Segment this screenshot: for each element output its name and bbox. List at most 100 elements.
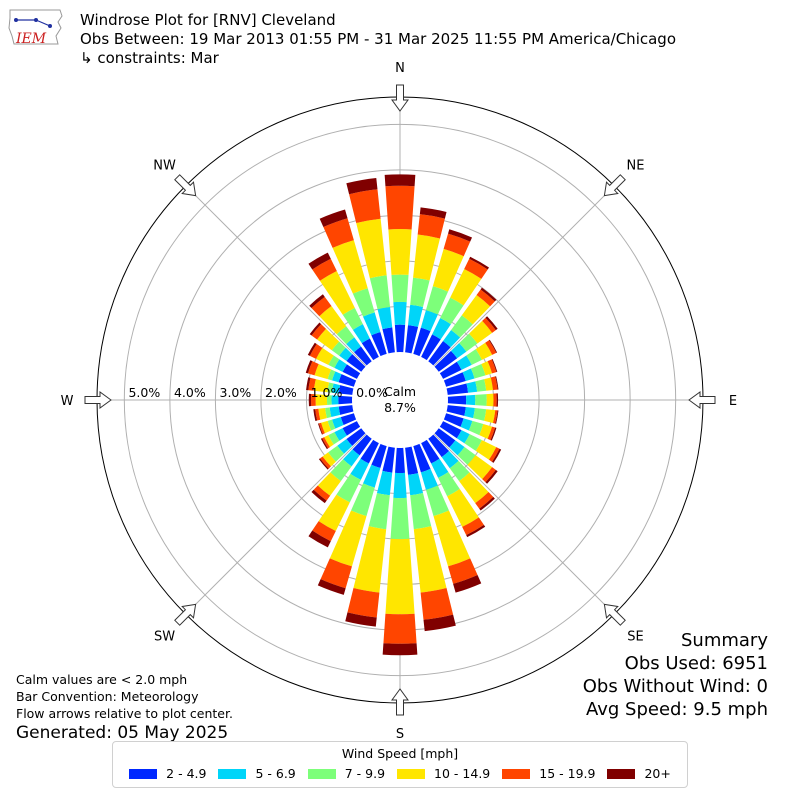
windrose-bar-segment bbox=[482, 467, 496, 483]
windrose-bar-segment bbox=[482, 317, 496, 333]
windrose-bar-segment bbox=[419, 207, 447, 219]
windrose-bar-segment bbox=[440, 297, 464, 325]
windrose-bar-segment bbox=[485, 316, 498, 331]
grid-spoke bbox=[433, 185, 615, 367]
windrose-bar-segment bbox=[311, 393, 316, 407]
windrose-bar-segment bbox=[428, 340, 451, 366]
windrose-bar-segment bbox=[318, 494, 350, 532]
calm-label: Calm bbox=[384, 384, 416, 399]
windrose-bar-segment bbox=[385, 185, 415, 230]
windrose-bar-segment bbox=[484, 377, 494, 391]
obs-without-wind: Obs Without Wind: 0 bbox=[582, 676, 768, 697]
windrose-bar-segment bbox=[318, 423, 323, 435]
windrose-bar-segment bbox=[443, 372, 466, 387]
windrose-bar-segment bbox=[490, 376, 498, 391]
legend-swatch bbox=[397, 768, 426, 779]
windrose-bar-segment bbox=[484, 409, 496, 424]
windrose-bar-segment bbox=[466, 394, 476, 406]
legend-item: 2 - 4.9 bbox=[129, 766, 206, 781]
windrose-bar-segment bbox=[324, 435, 334, 448]
chart-title: Windrose Plot for [RNV] Cleveland bbox=[80, 11, 336, 29]
windrose-bar-segment bbox=[495, 376, 499, 390]
windrose-bar-segment bbox=[431, 458, 449, 478]
iem-logo: IEM bbox=[8, 9, 63, 47]
windrose-bar-segment bbox=[450, 343, 467, 359]
windrose-bar-segment bbox=[451, 315, 473, 338]
direction-label-sw: SW bbox=[154, 629, 175, 644]
windrose-bar-segment bbox=[328, 432, 340, 445]
windrose-bar-segment bbox=[350, 458, 369, 480]
windrose-bar-segment bbox=[306, 377, 311, 391]
avg-speed: Avg Speed: 9.5 mph bbox=[586, 699, 768, 720]
windrose-bar-segment bbox=[318, 458, 329, 470]
windrose-bar-segment bbox=[475, 379, 487, 392]
radial-tick-label: 1.0% bbox=[311, 385, 343, 400]
windrose-bar-segment bbox=[346, 177, 378, 195]
windrose-bar-segment bbox=[487, 359, 497, 374]
windrose-bar-segment bbox=[391, 274, 409, 303]
windrose-bar-segment bbox=[421, 439, 440, 464]
windrose-bar-segment bbox=[456, 430, 470, 444]
windrose-bar-segment bbox=[327, 419, 336, 431]
windrose-bar-segment bbox=[469, 320, 493, 344]
direction-label-w: W bbox=[61, 394, 74, 409]
windrose-bar-segment bbox=[351, 483, 375, 517]
legend-item: 20+ bbox=[607, 766, 671, 781]
windrose-bar-segment bbox=[320, 558, 352, 589]
windrose-bar-segment bbox=[413, 234, 440, 281]
windrose-bar-segment bbox=[462, 517, 484, 536]
windrose-bar-segment bbox=[342, 364, 361, 379]
radial-tick-label: 0.0% bbox=[356, 385, 388, 400]
windrose-bar-segment bbox=[308, 530, 331, 548]
windrose-bar-segment bbox=[464, 258, 488, 279]
legend: Wind Speed [mph] 2 - 4.9 5 - 6.9 7 - 9.9 10… bbox=[112, 741, 688, 788]
windrose-bar-segment bbox=[384, 174, 416, 187]
windrose-bar-segment bbox=[353, 526, 387, 593]
windrose-bar-segment bbox=[320, 438, 329, 450]
windrose-bar-segment bbox=[488, 339, 498, 353]
windrose-bar-segment bbox=[432, 318, 451, 340]
windrose-bar-segment bbox=[338, 405, 354, 415]
windrose-bar-segment bbox=[475, 440, 497, 460]
windrose-bar-segment bbox=[312, 521, 336, 542]
grid-spoke bbox=[185, 185, 367, 367]
direction-label-ne: NE bbox=[626, 159, 644, 174]
windrose-bar-segment bbox=[459, 472, 489, 504]
windrose-bar-segment bbox=[413, 443, 431, 473]
generated-date: Generated: 05 May 2025 bbox=[16, 723, 229, 743]
windrose-bar-segment bbox=[453, 575, 482, 593]
windrose-bar-segment bbox=[342, 421, 361, 436]
windrose-bar-segment bbox=[327, 369, 336, 381]
legend-swatch bbox=[307, 768, 336, 779]
direction-arrow bbox=[391, 688, 409, 716]
windrose-bar-segment bbox=[423, 614, 456, 632]
legend-label: 2 - 4.9 bbox=[166, 766, 207, 781]
windrose-bar-segment bbox=[461, 294, 491, 325]
obs-range: Obs Between: 19 Mar 2013 01:55 PM - 31 M… bbox=[80, 30, 676, 48]
windrose-bar-segment bbox=[382, 327, 395, 354]
windrose-bar-segment bbox=[356, 218, 387, 279]
windrose-bar-segment bbox=[385, 538, 415, 615]
windrose-bar-segment bbox=[393, 301, 407, 325]
windrose-bar-segment bbox=[473, 408, 487, 421]
windrose-bar-segment bbox=[491, 448, 502, 463]
legend-label: 10 - 14.9 bbox=[434, 766, 491, 781]
windrose-bar-segment bbox=[308, 377, 316, 391]
windrose-bar-segment bbox=[354, 346, 372, 366]
windrose-bar-segment bbox=[315, 408, 321, 421]
legend-items: 2 - 4.9 5 - 6.9 7 - 9.9 10 - 14.9 15 - 19.9 2… bbox=[113, 766, 687, 781]
windrose-bar-segment bbox=[305, 360, 313, 374]
windrose-bar-segment bbox=[413, 526, 447, 593]
windrose-bar-segment bbox=[466, 524, 486, 538]
windrose-bar-segment bbox=[317, 579, 346, 595]
windrose-bar-segment bbox=[322, 437, 330, 449]
windrose-bar-segment bbox=[467, 455, 493, 480]
windrose-bar-segment bbox=[485, 469, 498, 484]
windrose-bar-segment bbox=[369, 275, 391, 310]
windrose-bar-segment bbox=[327, 382, 334, 393]
windrose-bar-segment bbox=[438, 471, 460, 497]
obs-used: Obs Used: 6951 bbox=[624, 653, 768, 674]
windrose-bar-segment bbox=[307, 361, 319, 376]
windrose-bar-segment bbox=[485, 340, 497, 355]
windrose-bar-segment bbox=[319, 306, 347, 335]
